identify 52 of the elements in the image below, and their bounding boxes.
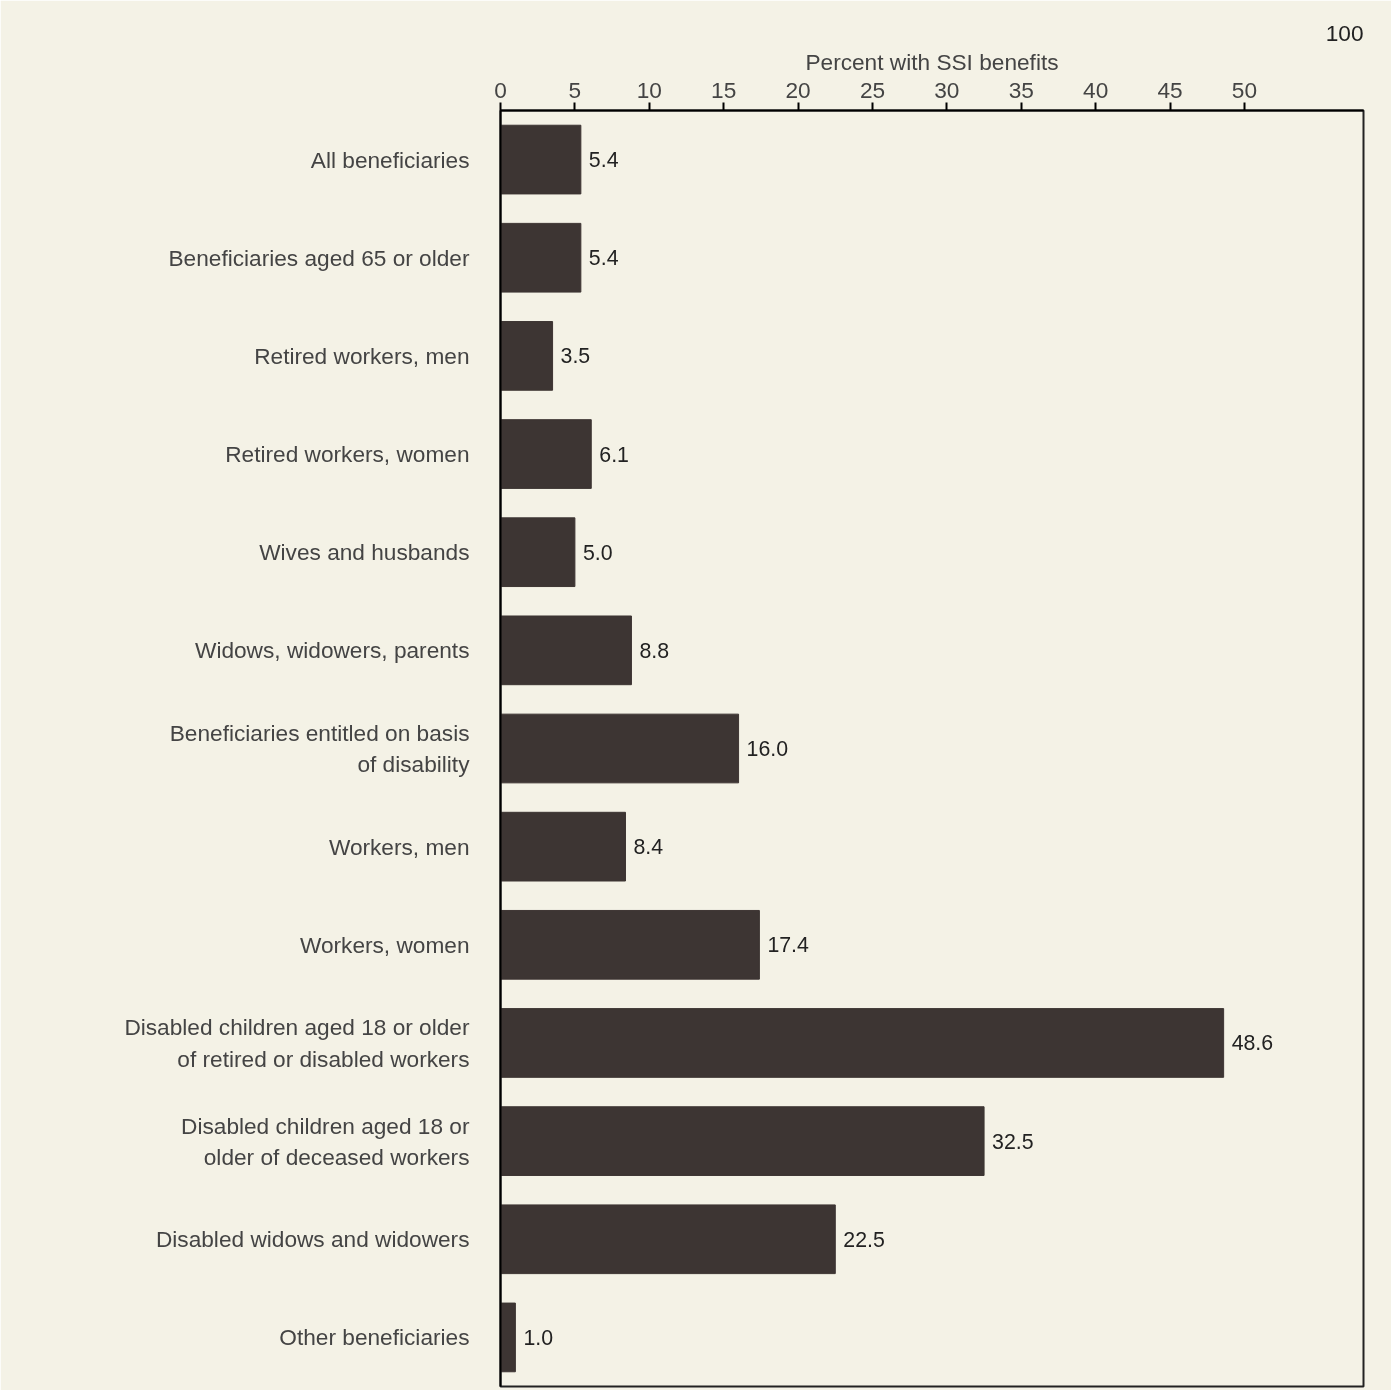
x-axis-title: Percent with SSI benefits (805, 48, 1059, 75)
x-tick-label: 25 (859, 76, 886, 103)
y-tick-label: Retired workers, women (225, 441, 470, 468)
y-tick-label: Beneficiaries entitled on basis of disability (169, 719, 471, 778)
bar (500, 1106, 985, 1176)
bar (500, 615, 632, 686)
bar (500, 419, 592, 489)
text: 100 (1325, 19, 1364, 46)
bar (500, 222, 582, 293)
bar (500, 1302, 516, 1373)
y-tick-label: Other beneficiaries (279, 1324, 470, 1351)
bar (500, 713, 740, 784)
bar (500, 811, 626, 882)
data-label: 5.0 (582, 540, 613, 565)
x-tick-label: 40 (1083, 76, 1109, 103)
data-label: 3.5 (560, 344, 591, 369)
data-label: 17.4 (767, 933, 810, 958)
data-label: 1.0 (523, 1325, 554, 1350)
data-label: 5.4 (588, 246, 619, 271)
data-label: 48.6 (1231, 1031, 1274, 1056)
x-tick-label: 35 (1008, 76, 1034, 103)
x-tick-label: 15 (711, 76, 737, 103)
x-tick-label: 10 (636, 76, 662, 103)
data-label: 32.5 (992, 1129, 1034, 1154)
bar (500, 124, 582, 195)
bar (500, 1008, 1225, 1078)
x-tick-label: 30 (934, 76, 960, 103)
data-label: 22.5 (843, 1227, 885, 1252)
data-label: 5.4 (588, 148, 619, 173)
data-label: 8.8 (639, 638, 670, 663)
y-tick-label: Workers, women (299, 931, 470, 958)
bar (500, 517, 576, 588)
bar (500, 909, 760, 980)
y-tick-label: Disabled children aged 18 or older of deceased workers (181, 1112, 470, 1170)
y-tick-label: Beneficiaries aged 65 or older (168, 244, 470, 271)
y-tick-label: Widows, widowers, parents (195, 637, 470, 664)
x-tick-label: 50 (1231, 76, 1258, 103)
x-tick-label: 45 (1157, 76, 1183, 103)
data-label: 6.1 (599, 442, 629, 467)
y-tick-label: All beneficiaries (310, 146, 470, 173)
data-label: 8.4 (633, 835, 664, 860)
y-tick-label: Workers, men (328, 833, 470, 860)
bar (500, 1204, 836, 1275)
x-tick-label: 0 (494, 76, 507, 103)
y-tick-label: Disabled children aged 18 or older of retired or disabled workers (124, 1014, 470, 1072)
y-tick-label: Wives and husbands (259, 539, 470, 566)
data-label: 16.0 (746, 737, 789, 761)
y-tick-label: Disabled widows and widowers (155, 1226, 470, 1253)
x-tick-label: 20 (785, 76, 811, 103)
y-tick-label: Retired workers, men (254, 342, 470, 369)
x-tick-label: 5 (568, 76, 582, 103)
bar (500, 321, 554, 391)
